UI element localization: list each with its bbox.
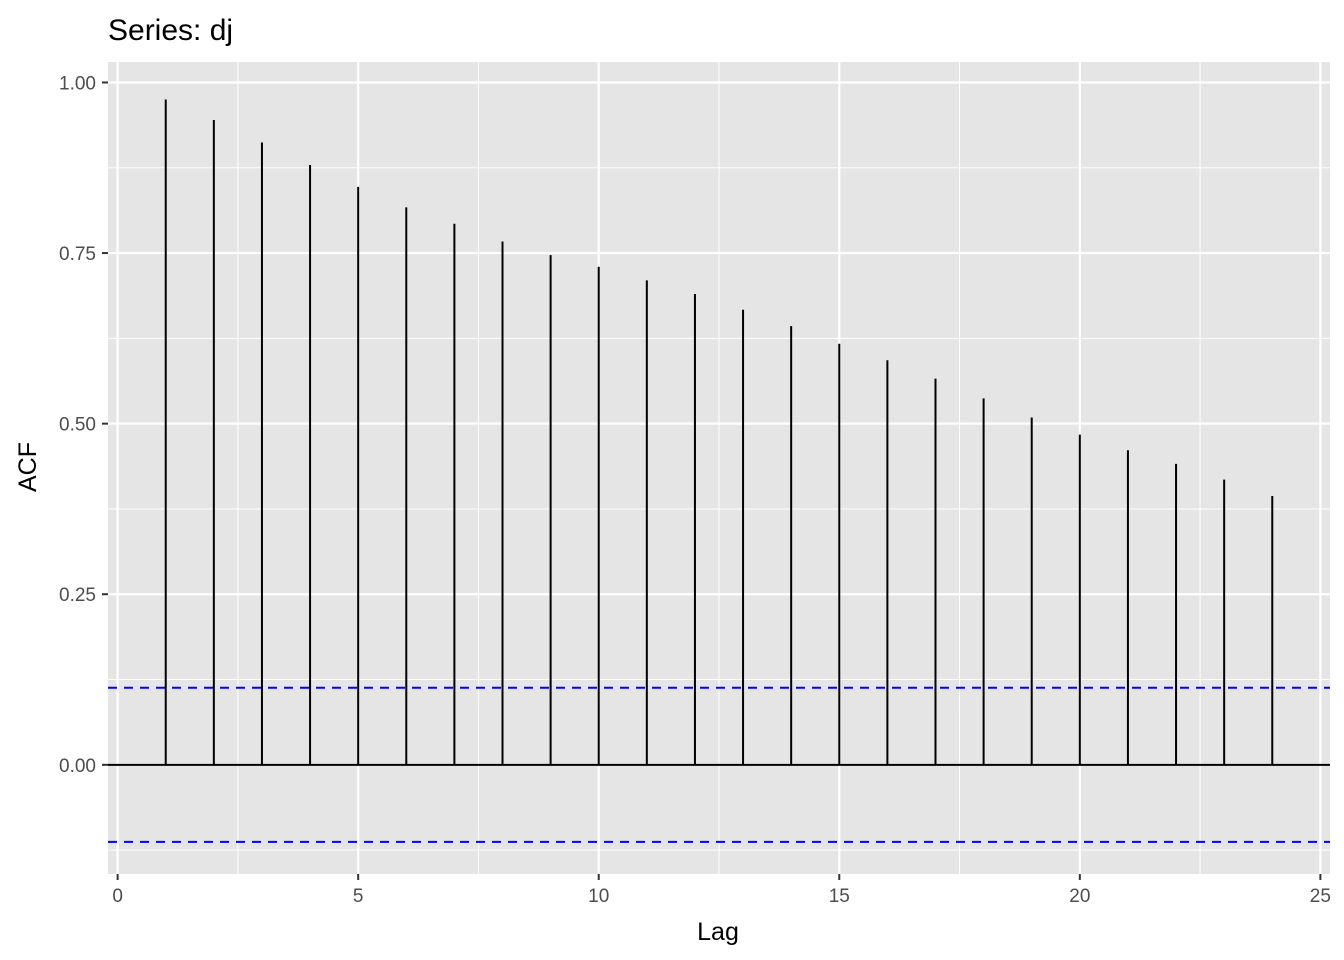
y-tick-label: 0.75 <box>59 244 96 265</box>
y-axis-title: ACF <box>14 442 42 492</box>
acf-bars <box>164 99 1274 765</box>
confidence-bounds <box>108 686 1330 843</box>
y-tick-label: 1.00 <box>59 73 96 94</box>
y-axis: 0.00 0.25 0.50 0.75 1.00 <box>59 73 108 777</box>
x-tick-label: 0 <box>112 886 123 907</box>
y-tick-label: 0.00 <box>59 756 96 777</box>
x-tick-label: 10 <box>588 886 609 907</box>
y-tick-label: 0.25 <box>59 585 96 606</box>
x-tick-label: 20 <box>1069 886 1090 907</box>
x-axis-title: Lag <box>697 918 739 946</box>
chart-title: Series: dj <box>108 14 233 47</box>
x-axis: 0 5 10 15 20 25 <box>112 874 1331 907</box>
x-tick-label: 15 <box>829 886 850 907</box>
x-tick-label: 5 <box>353 886 364 907</box>
y-tick-label: 0.50 <box>59 415 96 436</box>
x-tick-label: 25 <box>1310 886 1331 907</box>
